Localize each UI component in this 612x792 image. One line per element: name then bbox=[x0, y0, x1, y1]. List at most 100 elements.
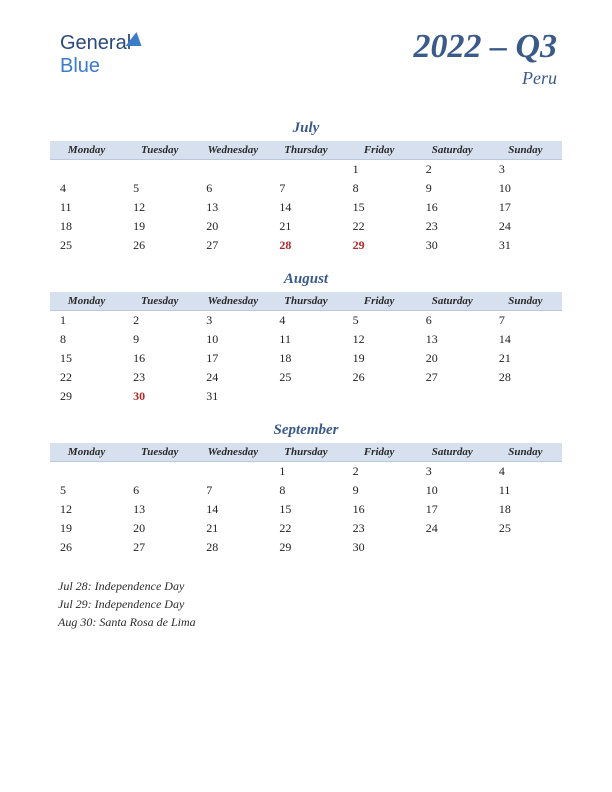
weekday-header: Sunday bbox=[489, 443, 562, 462]
calendar-cell: 29 bbox=[269, 538, 342, 557]
calendar-table: MondayTuesdayWednesdayThursdayFridaySatu… bbox=[50, 141, 562, 255]
calendar-cell: 23 bbox=[123, 368, 196, 387]
calendar-cell: 30 bbox=[343, 538, 416, 557]
month-name: July bbox=[50, 120, 562, 137]
page-subtitle: Peru bbox=[413, 68, 557, 89]
calendar-cell: 20 bbox=[123, 519, 196, 538]
calendar-cell: 17 bbox=[489, 198, 562, 217]
calendar-cell: 1 bbox=[343, 160, 416, 180]
calendar-cell bbox=[196, 462, 269, 482]
calendar-cell: 10 bbox=[489, 179, 562, 198]
calendar-cell: 5 bbox=[50, 481, 123, 500]
calendar-cell bbox=[269, 160, 342, 180]
weekday-header: Monday bbox=[50, 141, 123, 160]
calendar-cell: 16 bbox=[416, 198, 489, 217]
calendar-cell: 3 bbox=[196, 311, 269, 331]
calendar-cell: 12 bbox=[123, 198, 196, 217]
month-block: July MondayTuesdayWednesdayThursdayFriday… bbox=[50, 120, 562, 255]
calendar-cell bbox=[416, 387, 489, 406]
weekday-header: Monday bbox=[50, 443, 123, 462]
calendar-cell: 18 bbox=[269, 349, 342, 368]
calendar-cell: 22 bbox=[50, 368, 123, 387]
calendar-cell: 9 bbox=[343, 481, 416, 500]
calendar-cell: 14 bbox=[269, 198, 342, 217]
calendar-cell: 5 bbox=[343, 311, 416, 331]
calendar-cell: 22 bbox=[343, 217, 416, 236]
month-block: SeptemberMondayTuesdayWednesdayThursdayF… bbox=[50, 422, 562, 557]
calendar-cell: 30 bbox=[123, 387, 196, 406]
calendar-cell: 10 bbox=[416, 481, 489, 500]
calendar-cell bbox=[196, 160, 269, 180]
calendar-row: 25262728293031 bbox=[50, 236, 562, 255]
calendar-cell: 4 bbox=[50, 179, 123, 198]
logo-text-1: General bbox=[60, 32, 131, 54]
calendar-cell: 6 bbox=[416, 311, 489, 331]
calendar-cell: 26 bbox=[343, 368, 416, 387]
calendar-cell bbox=[343, 387, 416, 406]
calendar-row: 12131415161718 bbox=[50, 500, 562, 519]
calendar-row: 1234 bbox=[50, 462, 562, 482]
calendar-cell: 3 bbox=[489, 160, 562, 180]
calendar-cell: 26 bbox=[50, 538, 123, 557]
calendar-cell: 23 bbox=[416, 217, 489, 236]
calendar-cell: 6 bbox=[123, 481, 196, 500]
weekday-header: Tuesday bbox=[123, 443, 196, 462]
calendar-cell: 4 bbox=[489, 462, 562, 482]
calendar-cell: 21 bbox=[196, 519, 269, 538]
calendar-cell: 20 bbox=[196, 217, 269, 236]
calendar-row: 15161718192021 bbox=[50, 349, 562, 368]
holiday-item: Jul 29: Independence Day bbox=[58, 595, 562, 613]
calendar-cell: 13 bbox=[123, 500, 196, 519]
header: 2022 – Q3 Peru bbox=[413, 28, 557, 89]
calendar-table: MondayTuesdayWednesdayThursdayFridaySatu… bbox=[50, 292, 562, 406]
weekday-header: Thursday bbox=[269, 443, 342, 462]
calendar-row: 123 bbox=[50, 160, 562, 180]
weekday-header: Tuesday bbox=[123, 292, 196, 311]
calendar-cell: 10 bbox=[196, 330, 269, 349]
calendar-cell: 25 bbox=[269, 368, 342, 387]
weekday-header: Thursday bbox=[269, 141, 342, 160]
weekday-header: Friday bbox=[343, 141, 416, 160]
calendar-row: 11121314151617 bbox=[50, 198, 562, 217]
calendar-cell: 26 bbox=[123, 236, 196, 255]
weekday-header: Wednesday bbox=[196, 443, 269, 462]
calendar-row: 22232425262728 bbox=[50, 368, 562, 387]
calendar-cell: 31 bbox=[489, 236, 562, 255]
calendar-cell: 19 bbox=[50, 519, 123, 538]
calendar-cell: 6 bbox=[196, 179, 269, 198]
calendar-cell: 16 bbox=[343, 500, 416, 519]
calendar-cell: 24 bbox=[489, 217, 562, 236]
calendar-cell: 21 bbox=[269, 217, 342, 236]
calendar-cell: 20 bbox=[416, 349, 489, 368]
calendar-cell bbox=[50, 160, 123, 180]
logo-triangle-icon bbox=[126, 32, 145, 46]
calendar-cell: 30 bbox=[416, 236, 489, 255]
calendar-cell: 3 bbox=[416, 462, 489, 482]
holiday-list: Jul 28: Independence DayJul 29: Independ… bbox=[50, 577, 562, 631]
calendar-cell: 23 bbox=[343, 519, 416, 538]
calendar-cell: 2 bbox=[416, 160, 489, 180]
weekday-header: Friday bbox=[343, 292, 416, 311]
calendar-cell: 2 bbox=[343, 462, 416, 482]
weekday-header: Saturday bbox=[416, 292, 489, 311]
weekday-header: Sunday bbox=[489, 141, 562, 160]
calendar-row: 567891011 bbox=[50, 481, 562, 500]
calendar-row: 1234567 bbox=[50, 311, 562, 331]
logo: General Blue bbox=[60, 32, 143, 78]
calendar-row: 18192021222324 bbox=[50, 217, 562, 236]
calendar-cell: 25 bbox=[489, 519, 562, 538]
calendar-cell: 28 bbox=[269, 236, 342, 255]
weekday-header: Sunday bbox=[489, 292, 562, 311]
calendar-cell bbox=[489, 538, 562, 557]
calendar-cell: 11 bbox=[269, 330, 342, 349]
calendar-row: 293031 bbox=[50, 387, 562, 406]
calendar-cell: 1 bbox=[269, 462, 342, 482]
calendar-cell bbox=[489, 387, 562, 406]
calendar-cell: 2 bbox=[123, 311, 196, 331]
calendar-cell: 15 bbox=[50, 349, 123, 368]
calendar-cell bbox=[50, 462, 123, 482]
calendar-cell: 28 bbox=[489, 368, 562, 387]
holiday-item: Jul 28: Independence Day bbox=[58, 577, 562, 595]
calendar-cell bbox=[416, 538, 489, 557]
calendar-cell: 8 bbox=[269, 481, 342, 500]
